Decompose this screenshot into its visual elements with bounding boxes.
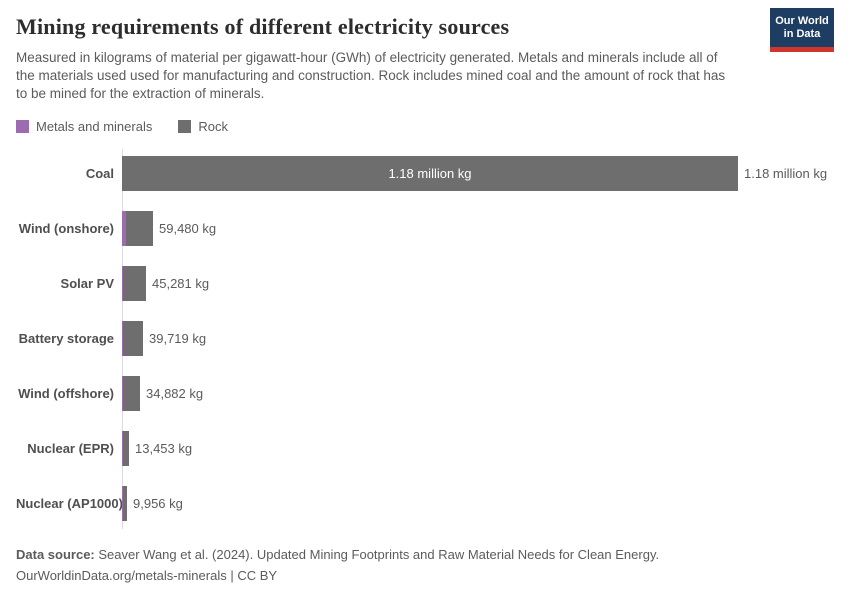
category-label-wind-onshore: Wind (onshore)	[18, 221, 114, 236]
bar-row-coal: Coal 1.18 million kg 1.18 million kg	[16, 156, 834, 191]
bar-value-label-wind-onshore: 59,480 kg	[159, 221, 217, 236]
stacked-bar-nuclear-ap1000	[122, 486, 127, 521]
bar-row-wind-offshore: Wind (offshore) 34,882 kg	[16, 376, 834, 411]
legend-swatch-metals-icon	[16, 120, 29, 133]
stacked-bar-solar-pv	[122, 266, 146, 301]
bar-segment-rock-nuclear-ap1000	[123, 486, 127, 521]
legend-label-rock: Rock	[198, 119, 228, 134]
license-line: OurWorldinData.org/metals-minerals | CC …	[16, 568, 278, 583]
owid-logo-text-line2: in Data	[783, 28, 821, 40]
bar-segment-metals-solar-pv	[122, 266, 123, 301]
chart-subtitle: Measured in kilograms of material per gi…	[16, 50, 726, 101]
category-label-nuclear-ap1000: Nuclear (AP1000)	[16, 496, 123, 511]
bar-segment-metals-nuclear-epr	[122, 431, 123, 466]
bar-area-battery-storage: 39,719 kg	[122, 321, 834, 356]
bar-value-label-solar-pv: 45,281 kg	[152, 276, 210, 291]
bar-area-nuclear-epr: 13,453 kg	[122, 431, 834, 466]
bar-segment-rock-coal	[122, 156, 738, 191]
bar-value-label-wind-offshore: 34,882 kg	[146, 386, 204, 401]
legend-item-metals: Metals and minerals	[16, 119, 152, 134]
bar-area-coal: 1.18 million kg 1.18 million kg	[122, 156, 834, 191]
bar-area-nuclear-ap1000: 9,956 kg	[122, 486, 834, 521]
bar-area-wind-offshore: 34,882 kg	[122, 376, 834, 411]
bar-area-solar-pv: 45,281 kg	[122, 266, 834, 301]
category-label-solar-pv: Solar PV	[60, 276, 114, 291]
stacked-bar-wind-offshore	[122, 376, 140, 411]
data-source-line: Data source: Seaver Wang et al. (2024). …	[16, 544, 659, 565]
data-source-text: Seaver Wang et al. (2024). Updated Minin…	[94, 547, 660, 562]
bar-segment-rock-solar-pv	[123, 266, 146, 301]
bar-row-solar-pv: Solar PV 45,281 kg	[16, 266, 834, 301]
legend-label-metals: Metals and minerals	[36, 119, 153, 134]
bar-row-battery-storage: Battery storage 39,719 kg	[16, 321, 834, 356]
bar-value-label-nuclear-ap1000: 9,956 kg	[133, 496, 183, 511]
page-title: Mining requirements of different electri…	[16, 14, 510, 39]
bar-segment-metals-wind-onshore	[122, 211, 126, 246]
bar-chart: Coal 1.18 million kg 1.18 million kg Wind (…	[16, 149, 834, 529]
legend: Metals and minerals Rock	[16, 119, 834, 134]
stacked-bar-wind-onshore	[122, 211, 153, 246]
bar-segment-rock-wind-onshore	[126, 211, 153, 246]
chart-footer: Data source: Seaver Wang et al. (2024). …	[16, 544, 659, 586]
stacked-bar-nuclear-epr	[122, 431, 129, 466]
bar-value-label-battery-storage: 39,719 kg	[149, 331, 207, 346]
category-label-coal: Coal	[85, 166, 114, 181]
category-label-nuclear-epr: Nuclear (EPR)	[27, 441, 114, 456]
bar-row-nuclear-ap1000: Nuclear (AP1000) 9,956 kg	[16, 486, 834, 521]
category-label-battery-storage: Battery storage	[18, 331, 114, 346]
bar-value-label-coal: 1.18 million kg	[744, 166, 828, 181]
bar-area-wind-onshore: 59,480 kg	[122, 211, 834, 246]
bar-segment-rock-wind-offshore	[123, 376, 140, 411]
stacked-bar-battery-storage	[122, 321, 143, 356]
bar-row-wind-onshore: Wind (onshore) 59,480 kg	[16, 211, 834, 246]
owid-logo: Our World in Data	[770, 8, 834, 52]
owid-logo-text-line1: Our World	[775, 15, 829, 27]
bar-segment-metals-wind-offshore	[122, 376, 123, 411]
category-label-wind-offshore: Wind (offshore)	[18, 386, 114, 401]
bar-value-label-nuclear-epr: 13,453 kg	[135, 441, 193, 456]
data-source-label: Data source:	[16, 547, 95, 562]
stacked-bar-coal: 1.18 million kg	[122, 156, 738, 191]
bar-segment-metals-battery-storage	[122, 321, 123, 356]
chart-rows: Coal 1.18 million kg 1.18 million kg Wind (…	[16, 156, 834, 521]
legend-swatch-rock-icon	[178, 120, 192, 133]
legend-item-rock: Rock	[178, 119, 228, 134]
bar-segment-rock-battery-storage	[123, 321, 143, 356]
bar-row-nuclear-epr: Nuclear (EPR) 13,453 kg	[16, 431, 834, 466]
bar-segment-metals-nuclear-ap1000	[122, 486, 123, 521]
bar-segment-rock-nuclear-epr	[123, 431, 129, 466]
